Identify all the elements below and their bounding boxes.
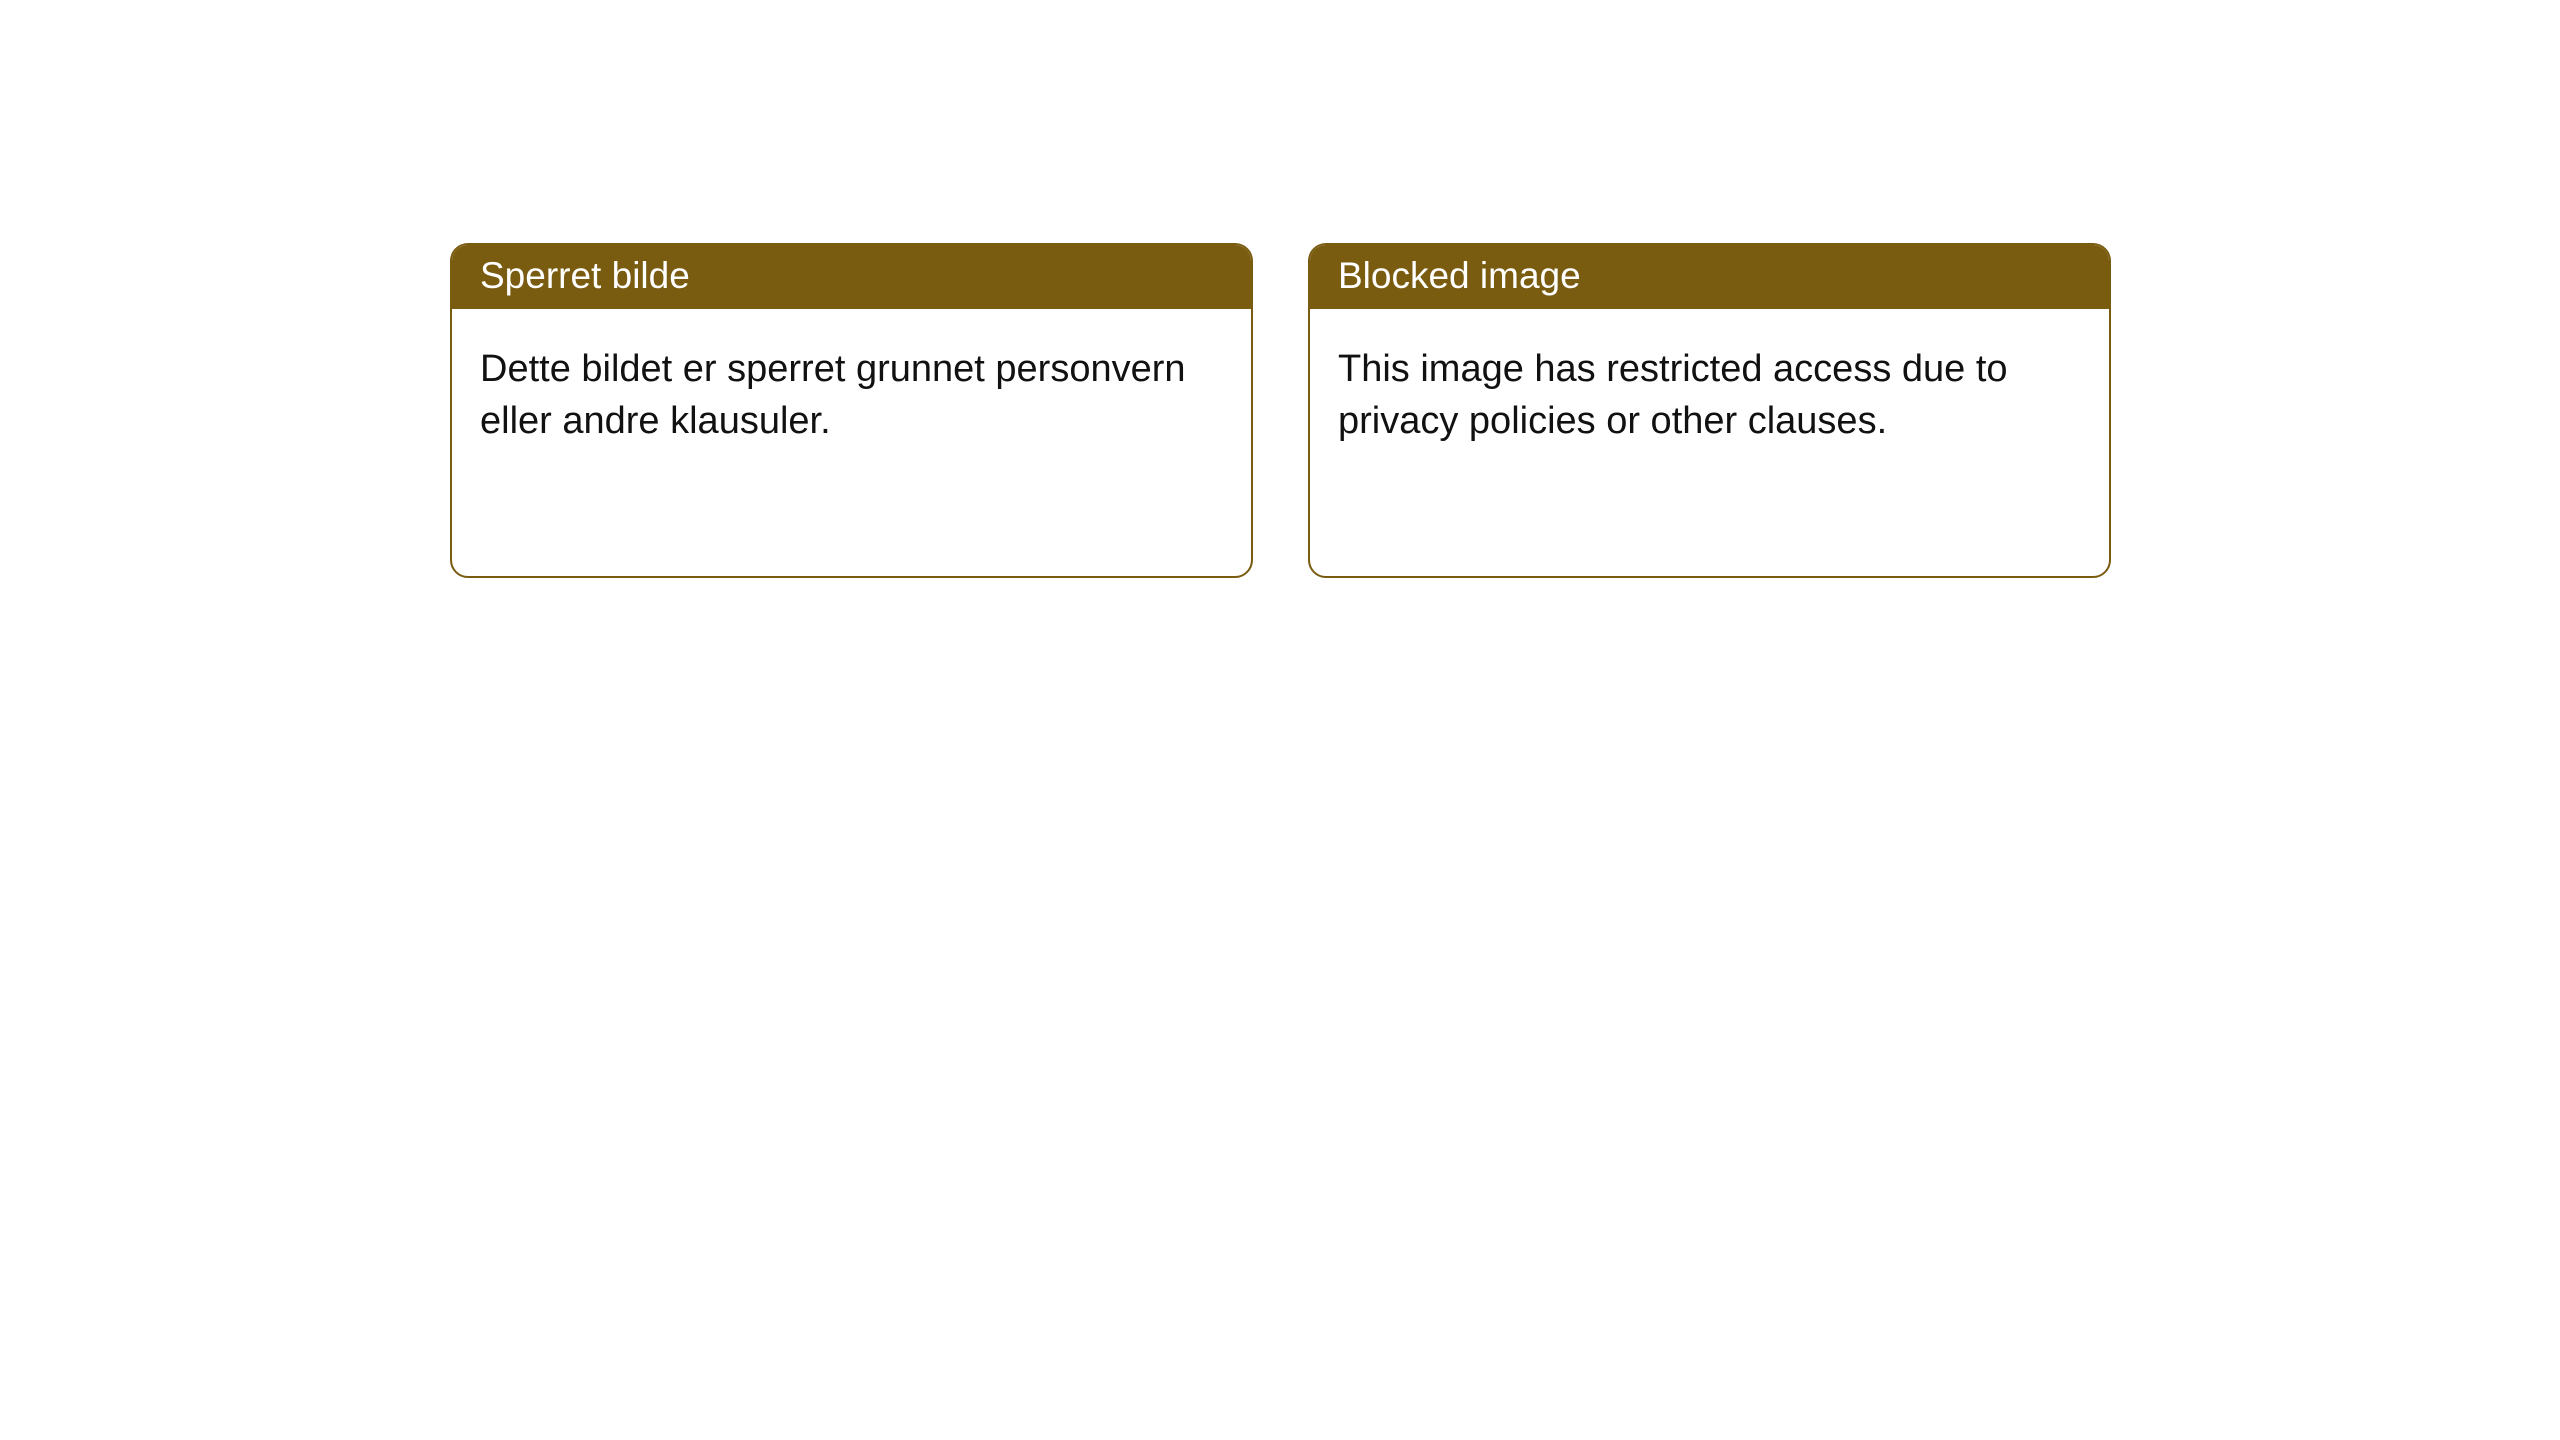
card-header-no: Sperret bilde bbox=[452, 245, 1251, 309]
blocked-image-card-en: Blocked image This image has restricted … bbox=[1308, 243, 2111, 578]
card-body-en: This image has restricted access due to … bbox=[1310, 309, 2109, 475]
blocked-image-card-no: Sperret bilde Dette bildet er sperret gr… bbox=[450, 243, 1253, 578]
card-header-en: Blocked image bbox=[1310, 245, 2109, 309]
notice-container: Sperret bilde Dette bildet er sperret gr… bbox=[450, 243, 2111, 578]
card-body-no: Dette bildet er sperret grunnet personve… bbox=[452, 309, 1251, 475]
